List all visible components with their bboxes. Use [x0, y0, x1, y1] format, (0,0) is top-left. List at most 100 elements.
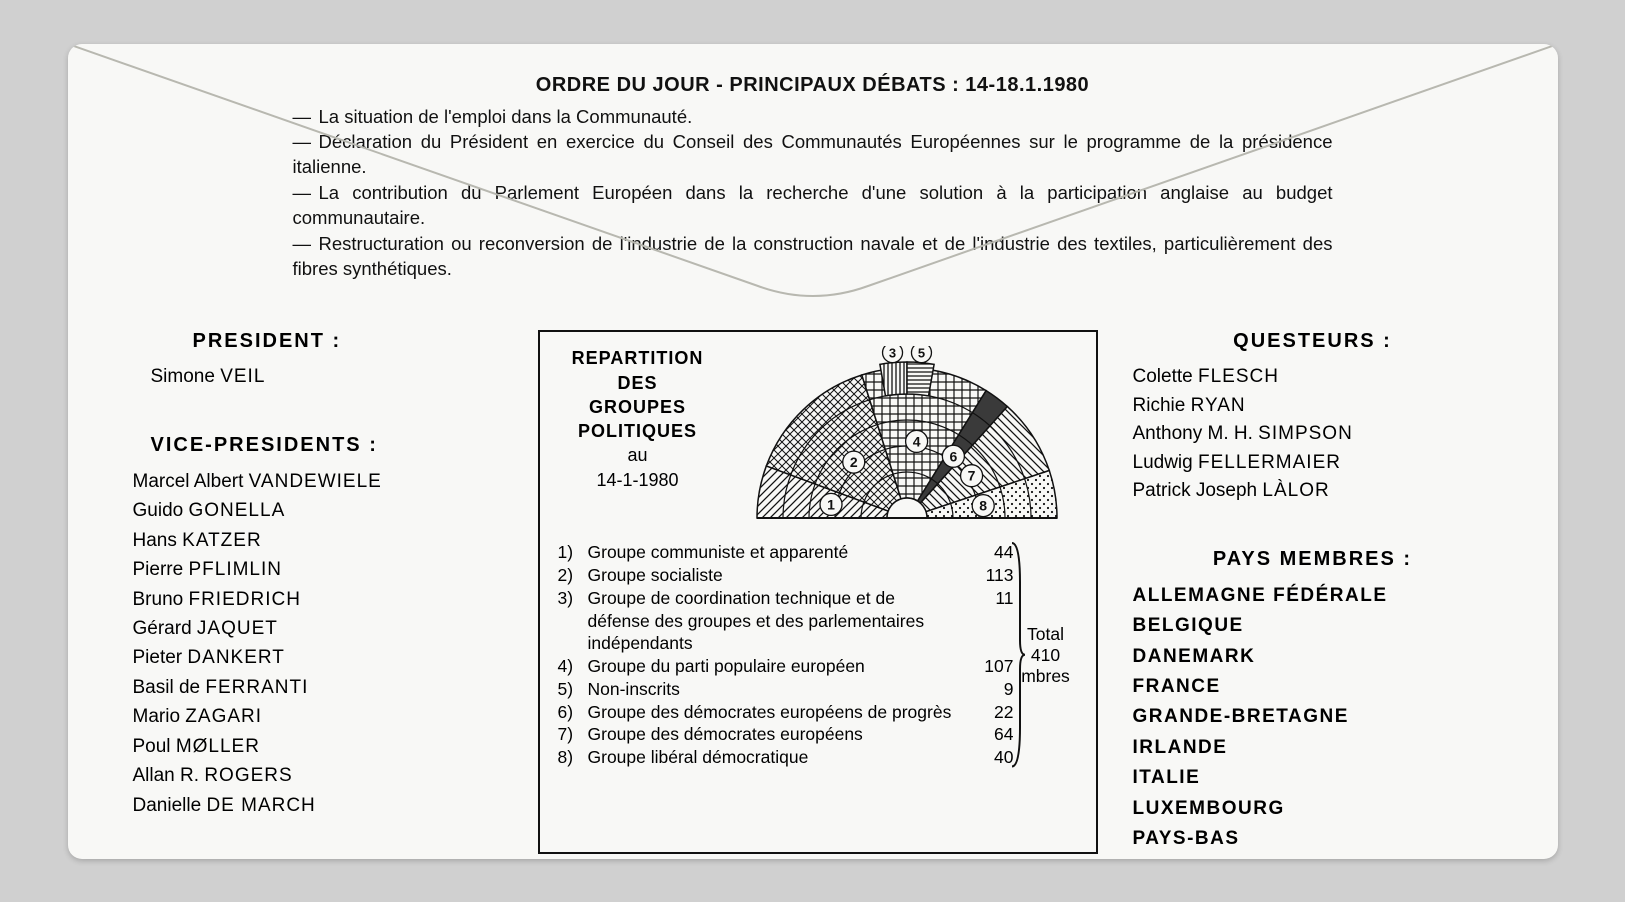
vp-name: Guido GONELLA — [133, 496, 503, 525]
brace-icon — [1008, 541, 1026, 769]
vp-name: Poul MØLLER — [133, 732, 503, 761]
legend-row: 5)Non-inscrits9 — [558, 678, 1014, 701]
legend-val: 11 — [966, 587, 1014, 655]
vp-name: Pierre PFLIMLIN — [133, 555, 503, 584]
president-last: VEIL — [220, 366, 265, 387]
pm-list: ALLEMAGNE FÉDÉRALEBELGIQUEDANEMARKFRANCE… — [1133, 581, 1493, 855]
chart-legend: 1)Groupe communiste et apparenté442)Grou… — [558, 541, 1078, 769]
legend-label: Groupe de coordination technique et de d… — [588, 587, 966, 655]
pm-item: PAYS-BAS — [1133, 824, 1493, 854]
legend-val: 22 — [966, 701, 1014, 724]
svg-text:8: 8 — [979, 498, 987, 514]
chart-title: REPARTITION DES GROUPES POLITIQUES au 14… — [558, 346, 718, 531]
legend-row: 1)Groupe communiste et apparenté44 — [558, 541, 1014, 564]
questeur-name: Patrick Joseph LÀLOR — [1133, 477, 1493, 506]
legend-label: Groupe des démocrates européens — [588, 723, 966, 746]
hemicycle-chart: 1 2 4 678 3 5 — [742, 346, 1072, 531]
header-title: ORDRE DU JOUR - PRINCIPAUX DÉBATS : 14-1… — [293, 74, 1333, 97]
svg-text:2: 2 — [849, 454, 857, 470]
legend-label: Groupe du parti populaire européen — [588, 655, 966, 678]
svg-text:4: 4 — [912, 434, 920, 450]
chart-title-l1: REPARTITION — [558, 346, 718, 370]
president-heading: PRESIDENT : — [133, 330, 503, 353]
legend-num: 4) — [558, 655, 588, 678]
questeur-name: Richie RYAN — [1133, 392, 1493, 421]
legend-label: Groupe socialiste — [588, 564, 966, 587]
legend-label: Non-inscrits — [588, 678, 966, 701]
president-first: Simone — [151, 366, 215, 387]
vp-name: Marcel Albert VANDEWIELE — [133, 467, 503, 496]
vp-name: Pieter DANKERT — [133, 643, 503, 672]
legend-row: 4)Groupe du parti populaire européen107 — [558, 655, 1014, 678]
svg-text:6: 6 — [949, 449, 957, 465]
chart-title-au: au — [558, 443, 718, 467]
header-block: ORDRE DU JOUR - PRINCIPAUX DÉBATS : 14-1… — [293, 74, 1333, 283]
president-name: Simone VEIL — [151, 363, 503, 392]
pm-item: IRLANDE — [1133, 733, 1493, 763]
legend-label: Groupe libéral démocratique — [588, 746, 966, 769]
vp-list: Marcel Albert VANDEWIELEGuido GONELLAHan… — [133, 467, 503, 820]
chart-title-l4: POLITIQUES — [558, 419, 718, 443]
svg-text:5: 5 — [917, 346, 924, 361]
questeur-name: Colette FLESCH — [1133, 363, 1493, 392]
legend-row: 2)Groupe socialiste113 — [558, 564, 1014, 587]
legend-num: 6) — [558, 701, 588, 724]
vp-heading: VICE-PRESIDENTS : — [133, 434, 503, 457]
legend-num: 7) — [558, 723, 588, 746]
svg-text:3: 3 — [888, 346, 895, 361]
legend-val: 9 — [966, 678, 1014, 701]
pm-item: DANEMARK — [1133, 642, 1493, 672]
questeur-name: Anthony M. H. SIMPSON — [1133, 420, 1493, 449]
total-unit: mbres — [1021, 666, 1070, 687]
pm-item: ITALIE — [1133, 763, 1493, 793]
header-item: —Restructuration ou reconversion de l'in… — [293, 232, 1333, 282]
vp-name: Hans KATZER — [133, 526, 503, 555]
legend-val: 44 — [966, 541, 1014, 564]
legend-label: Groupe des démocrates européens de progr… — [588, 701, 966, 724]
questeurs-heading: QUESTEURS : — [1133, 330, 1493, 353]
pm-item: GRANDE-BRETAGNE — [1133, 702, 1493, 732]
main-row: PRESIDENT : Simone VEIL VICE-PRESIDENTS … — [133, 330, 1493, 854]
questeur-name: Ludwig FELLERMAIER — [1133, 449, 1493, 478]
header-item: —Déclaration du Président en exercice du… — [293, 130, 1333, 180]
pm-item: LUXEMBOURG — [1133, 794, 1493, 824]
legend-val: 113 — [966, 564, 1014, 587]
header-item: —La situation de l'emploi dans la Commun… — [293, 105, 1333, 130]
header-items: —La situation de l'emploi dans la Commun… — [293, 105, 1333, 283]
legend-label: Groupe communiste et apparenté — [588, 541, 966, 564]
pays-membres-block: PAYS MEMBRES : ALLEMAGNE FÉDÉRALEBELGIQU… — [1133, 548, 1493, 855]
chart-title-l3: GROUPES — [558, 395, 718, 419]
legend-num: 3) — [558, 587, 588, 655]
chart-top: REPARTITION DES GROUPES POLITIQUES au 1 4… — [558, 346, 1078, 531]
pm-item: BELGIQUE — [1133, 611, 1493, 641]
legend-total: Total 410 mbres — [1014, 541, 1078, 769]
svg-text:7: 7 — [967, 468, 975, 484]
header-item: —La contribution du Parlement Européen d… — [293, 181, 1333, 231]
vp-name: Basil de FERRANTI — [133, 673, 503, 702]
legend-row: 3)Groupe de coordination technique et de… — [558, 587, 1014, 655]
chart-box: REPARTITION DES GROUPES POLITIQUES au 1 4… — [538, 330, 1098, 854]
legend-num: 1) — [558, 541, 588, 564]
legend-num: 2) — [558, 564, 588, 587]
chart-svg-wrap: 1 2 4 678 3 5 — [736, 346, 1078, 531]
questeurs-block: QUESTEURS : Colette FLESCHRichie RYANAnt… — [1133, 330, 1493, 506]
president-block: PRESIDENT : Simone VEIL — [133, 330, 503, 392]
legend-val: 40 — [966, 746, 1014, 769]
left-column: PRESIDENT : Simone VEIL VICE-PRESIDENTS … — [133, 330, 503, 854]
legend-num: 8) — [558, 746, 588, 769]
vp-name: Danielle DE MARCH — [133, 791, 503, 820]
vp-name: Bruno FRIEDRICH — [133, 585, 503, 614]
pm-item: ALLEMAGNE FÉDÉRALE — [1133, 581, 1493, 611]
vp-name: Allan R. ROGERS — [133, 761, 503, 790]
total-label: Total — [1027, 624, 1064, 645]
vp-name: Mario ZAGARI — [133, 702, 503, 731]
right-column: QUESTEURS : Colette FLESCHRichie RYANAnt… — [1133, 330, 1493, 854]
legend-num: 5) — [558, 678, 588, 701]
total-value: 410 — [1031, 645, 1060, 666]
pm-heading: PAYS MEMBRES : — [1133, 548, 1493, 571]
legend-row: 8)Groupe libéral démocratique40 — [558, 746, 1014, 769]
chart-title-l2: DES — [558, 371, 718, 395]
svg-text:1: 1 — [827, 497, 835, 513]
legend-rows: 1)Groupe communiste et apparenté442)Grou… — [558, 541, 1014, 769]
questeurs-list: Colette FLESCHRichie RYANAnthony M. H. S… — [1133, 363, 1493, 506]
